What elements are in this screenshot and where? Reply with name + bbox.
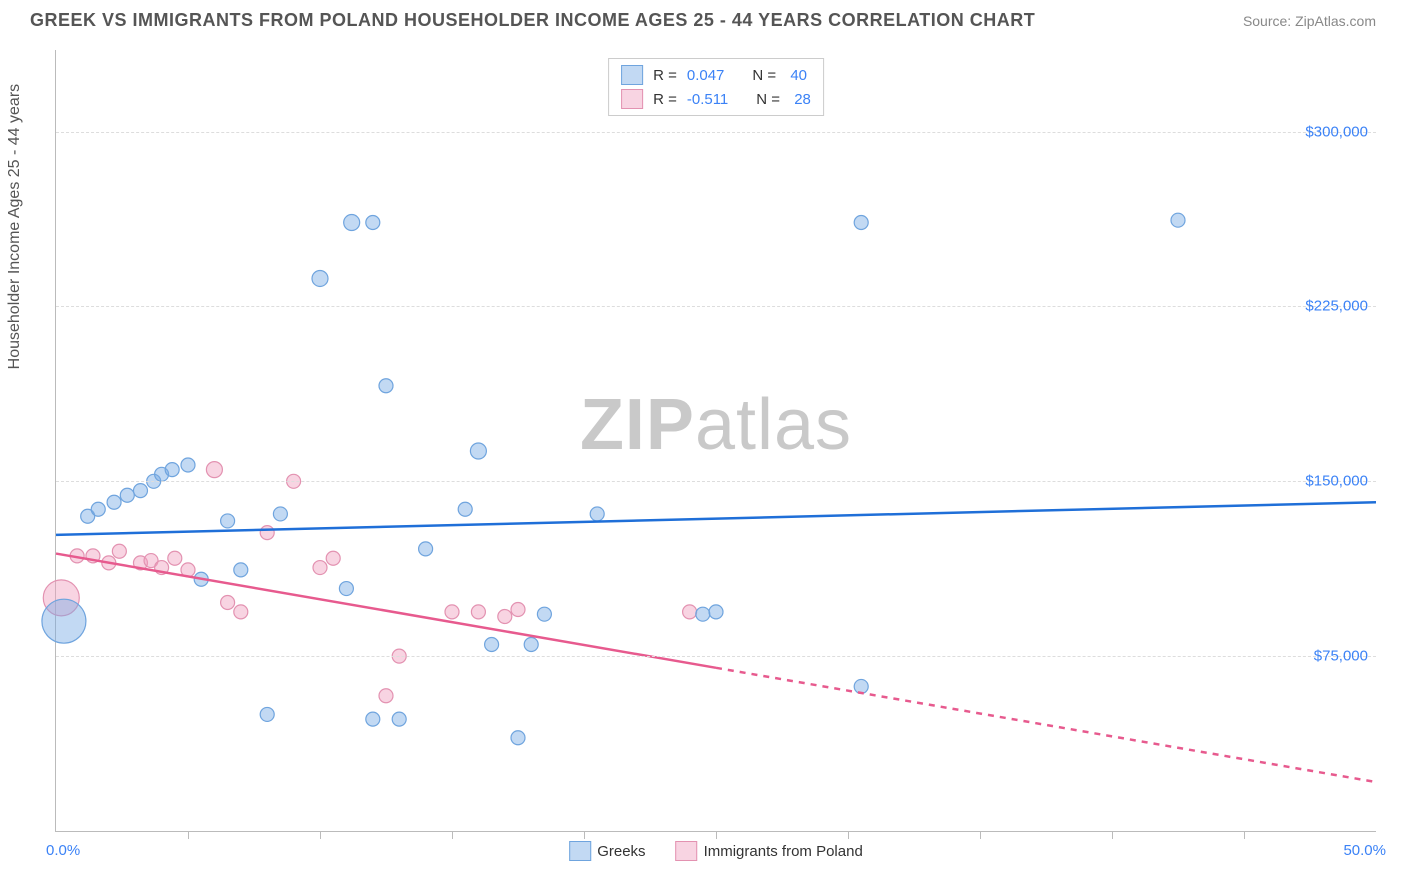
scatter-point-greek [91, 502, 105, 516]
scatter-point-greek [260, 707, 274, 721]
trendline-poland [56, 554, 716, 668]
scatter-point-poland [234, 605, 248, 619]
scatter-point-greek [339, 582, 353, 596]
x-axis-max-label: 50.0% [1343, 842, 1386, 859]
scatter-point-greek [590, 507, 604, 521]
scatter-point-poland [112, 544, 126, 558]
scatter-point-greek [120, 488, 134, 502]
scatter-point-poland [498, 610, 512, 624]
scatter-point-poland [471, 605, 485, 619]
x-tick [980, 831, 981, 839]
legend-item: Greeks [569, 841, 645, 861]
y-tick-label: $150,000 [1305, 473, 1368, 490]
chart-plot-area: ZIPatlas R =0.047N = 40R =-0.511N = 28 0… [55, 50, 1376, 832]
scatter-point-greek [165, 463, 179, 477]
scatter-point-poland [168, 551, 182, 565]
scatter-point-poland [326, 551, 340, 565]
scatter-point-poland [221, 596, 235, 610]
y-axis-title: Householder Income Ages 25 - 44 years [6, 84, 24, 370]
gridline [56, 481, 1376, 482]
scatter-point-greek [392, 712, 406, 726]
x-tick [1112, 831, 1113, 839]
scatter-point-poland [206, 462, 222, 478]
scatter-point-greek [1171, 213, 1185, 227]
x-tick [452, 831, 453, 839]
scatter-svg [56, 50, 1376, 831]
scatter-point-poland [313, 561, 327, 575]
x-tick [848, 831, 849, 839]
x-tick [188, 831, 189, 839]
scatter-point-greek [234, 563, 248, 577]
legend-swatch [676, 841, 698, 861]
scatter-point-greek [42, 599, 86, 643]
scatter-point-greek [854, 216, 868, 230]
scatter-point-greek [696, 607, 710, 621]
x-tick [584, 831, 585, 839]
scatter-point-poland [683, 605, 697, 619]
x-tick [1244, 831, 1245, 839]
scatter-point-greek [537, 607, 551, 621]
scatter-point-poland [445, 605, 459, 619]
scatter-point-greek [221, 514, 235, 528]
legend-swatch [569, 841, 591, 861]
scatter-point-greek [379, 379, 393, 393]
scatter-point-greek [107, 495, 121, 509]
scatter-point-greek [458, 502, 472, 516]
scatter-point-greek [366, 712, 380, 726]
scatter-point-greek [133, 484, 147, 498]
scatter-point-poland [511, 603, 525, 617]
scatter-point-greek [854, 679, 868, 693]
legend-label: Greeks [597, 843, 645, 860]
scatter-point-greek [524, 637, 538, 651]
x-tick [320, 831, 321, 839]
legend-item: Immigrants from Poland [676, 841, 863, 861]
scatter-point-poland [379, 689, 393, 703]
source-attribution: Source: ZipAtlas.com [1243, 13, 1376, 29]
series-legend: Greeks Immigrants from Poland [569, 841, 863, 861]
scatter-point-greek [485, 637, 499, 651]
scatter-point-greek [511, 731, 525, 745]
y-tick-label: $300,000 [1305, 123, 1368, 140]
scatter-point-greek [709, 605, 723, 619]
y-tick-label: $75,000 [1314, 648, 1368, 665]
scatter-point-greek [181, 458, 195, 472]
scatter-point-poland [260, 526, 274, 540]
chart-title: GREEK VS IMMIGRANTS FROM POLAND HOUSEHOL… [30, 10, 1035, 31]
scatter-point-greek [470, 443, 486, 459]
gridline [56, 132, 1376, 133]
y-tick-label: $225,000 [1305, 298, 1368, 315]
scatter-point-greek [366, 216, 380, 230]
scatter-point-greek [419, 542, 433, 556]
scatter-point-greek [273, 507, 287, 521]
scatter-point-greek [312, 270, 328, 286]
x-tick [716, 831, 717, 839]
scatter-point-greek [344, 215, 360, 231]
trendline-greek [56, 502, 1376, 535]
legend-label: Immigrants from Poland [704, 843, 863, 860]
x-axis-min-label: 0.0% [46, 842, 80, 859]
gridline [56, 656, 1376, 657]
trendline-poland-extrapolated [716, 668, 1376, 782]
gridline [56, 306, 1376, 307]
